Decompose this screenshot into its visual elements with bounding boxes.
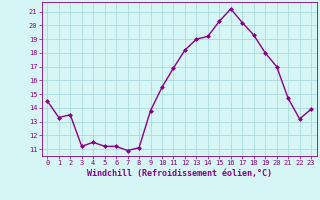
X-axis label: Windchill (Refroidissement éolien,°C): Windchill (Refroidissement éolien,°C) [87,169,272,178]
